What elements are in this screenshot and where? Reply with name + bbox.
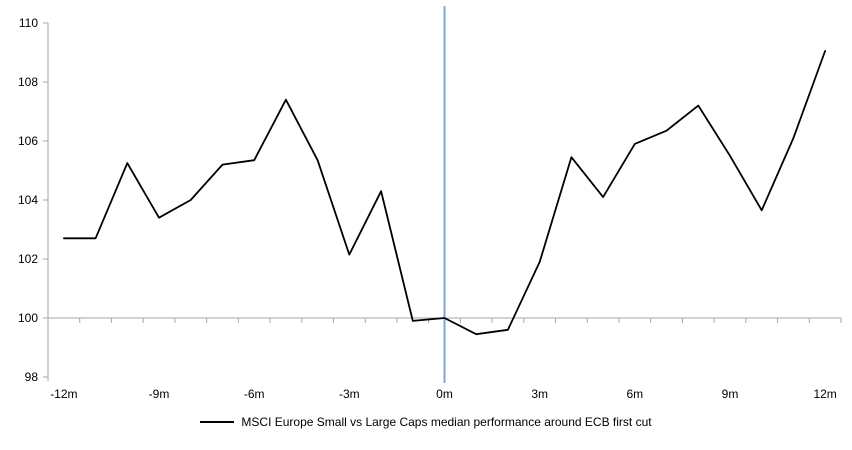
y-axis-tick-label: 110 bbox=[19, 16, 38, 30]
y-axis-tick-label: 106 bbox=[18, 134, 38, 148]
x-axis-tick-label: -6m bbox=[244, 387, 265, 401]
x-axis-tick-label: -9m bbox=[149, 387, 170, 401]
x-axis-tick-label: -3m bbox=[339, 387, 360, 401]
y-axis-tick-label: 102 bbox=[18, 252, 38, 266]
series-line-msci bbox=[63, 50, 826, 336]
legend-label: MSCI Europe Small vs Large Caps median p… bbox=[241, 415, 652, 429]
x-axis-tick-label: 3m bbox=[531, 387, 548, 401]
y-axis-tick-label: 100 bbox=[18, 311, 38, 325]
legend-line-sample bbox=[200, 421, 235, 423]
x-axis-tick-label: 6m bbox=[626, 387, 643, 401]
x-axis-tick-label: 0m bbox=[436, 387, 453, 401]
y-axis-tick-label: 104 bbox=[18, 193, 38, 207]
y-axis-tick-label: 108 bbox=[18, 75, 38, 89]
y-axis-tick-label: 98 bbox=[25, 370, 39, 384]
x-axis-tick-label: 12m bbox=[813, 387, 836, 401]
x-axis-tick-label: -12m bbox=[50, 387, 77, 401]
legend: MSCI Europe Small vs Large Caps median p… bbox=[0, 415, 852, 429]
x-axis-tick-label: 9m bbox=[722, 387, 739, 401]
